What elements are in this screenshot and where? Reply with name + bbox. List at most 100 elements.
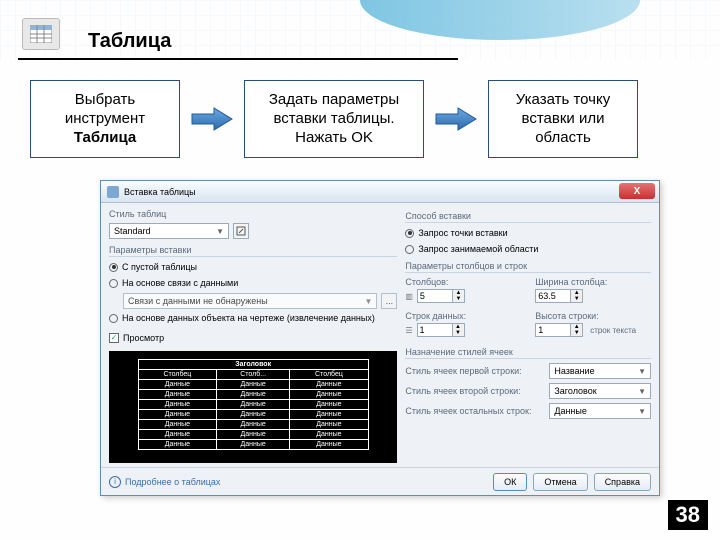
flow1-line2: инструмент (45, 110, 165, 129)
rowheight-input[interactable] (535, 323, 571, 337)
preview-col-head: Столбец (290, 369, 368, 379)
table-style-combo[interactable]: Standard ▼ (109, 223, 229, 239)
style-row1-combo[interactable]: Название ▼ (549, 363, 651, 379)
radio-extract-label: На основе данных объекта на чертеже (изв… (122, 314, 375, 324)
flow1-bold: Таблица (45, 129, 165, 148)
cancel-button[interactable]: Отмена (533, 473, 587, 491)
style-row1-value: Название (554, 366, 594, 376)
style-other-value: Данные (554, 406, 587, 416)
radio-dot-icon (109, 314, 118, 323)
flow3-line3: область (503, 129, 623, 148)
dialog-title-icon (107, 186, 119, 198)
columns-spinner[interactable]: ▲▼ (417, 289, 465, 303)
flow-step-3: Указать точку вставки или область (488, 80, 638, 158)
table-style-label: Стиль таблиц (109, 209, 397, 219)
info-icon: i (109, 476, 121, 488)
colwidth-label: Ширина столбца: (535, 277, 651, 287)
datalink-combo-value: Связи с данными не обнаружены (128, 296, 268, 306)
table-preview: Заголовок Столбец Столб... Столбец Данны… (109, 351, 397, 463)
colwidth-spinner[interactable]: ▲▼ (535, 289, 651, 303)
dialog-left-pane: Стиль таблиц Standard ▼ Параметры вставк… (109, 209, 397, 463)
page-number: 38 (668, 500, 708, 530)
help-link[interactable]: i Подробнее о таблицах (109, 476, 487, 488)
radio-empty-label: С пустой таблицы (122, 262, 197, 272)
radio-from-link[interactable]: На основе связи с данными (109, 278, 397, 288)
datalink-combo[interactable]: Связи с данными не обнаружены ▼ (123, 293, 377, 309)
preview-data-row: ДанныеДанныеДанные (138, 389, 368, 399)
radio-dot-icon (109, 263, 118, 272)
chevron-down-icon: ▼ (638, 407, 646, 416)
radio-area-label: Запрос занимаемой области (418, 244, 538, 254)
radio-point-label: Запрос точки вставки (418, 228, 507, 238)
launch-icon (236, 226, 246, 236)
style-row2-combo[interactable]: Заголовок ▼ (549, 383, 651, 399)
style-row2-label: Стиль ячеек второй строки: (405, 386, 545, 396)
table-tool-icon-box (22, 18, 60, 50)
insert-table-dialog: Вставка таблицы X Стиль таблиц Standard … (100, 180, 660, 496)
preview-data-row: ДанныеДанныеДанные (138, 429, 368, 439)
preview-data-row: ДанныеДанныеДанные (138, 439, 368, 449)
flow1-line1: Выбрать (45, 91, 165, 110)
preview-col-head: Столб... (216, 369, 289, 379)
chevron-down-icon: ▼ (216, 227, 224, 236)
table-icon (30, 25, 52, 43)
rowheight-hint: строк текста (590, 326, 636, 335)
radio-dot-icon (405, 245, 414, 254)
preview-checkbox[interactable]: Просмотр (109, 333, 397, 343)
help-button[interactable]: Справка (594, 473, 651, 491)
columns-icon: ▥ (405, 292, 413, 301)
preview-data-row: ДанныеДанныеДанные (138, 409, 368, 419)
datalink-browse-button[interactable]: ... (381, 293, 397, 309)
columns-label: Столбцов: (405, 277, 521, 287)
style-other-combo[interactable]: Данные ▼ (549, 403, 651, 419)
radio-insert-area[interactable]: Запрос занимаемой области (405, 244, 651, 254)
chevron-down-icon: ▼ (364, 297, 372, 306)
datarows-label: Строк данных: (405, 311, 521, 321)
close-button[interactable]: X (619, 183, 655, 199)
preview-data-row: ДанныеДанныеДанные (138, 399, 368, 409)
dialog-title: Вставка таблицы (124, 187, 196, 197)
radio-link-label: На основе связи с данными (122, 278, 238, 288)
close-icon: X (634, 186, 641, 197)
rowheight-spinner[interactable]: ▲▼ (535, 323, 583, 337)
flow-step-1: Выбрать инструмент Таблица (30, 80, 180, 158)
dialog-body: Стиль таблиц Standard ▼ Параметры вставк… (101, 203, 659, 467)
preview-title-cell: Заголовок (138, 359, 368, 369)
preview-table: Заголовок Столбец Столб... Столбец Данны… (138, 359, 369, 450)
dialog-footer: i Подробнее о таблицах ОК Отмена Справка (101, 467, 659, 495)
flow-arrow-2 (434, 104, 478, 134)
flow-container: Выбрать инструмент Таблица Задать параме… (30, 80, 638, 158)
help-link-label: Подробнее о таблицах (125, 477, 220, 487)
flow3-line1: Указать точку (503, 91, 623, 110)
rowheight-label: Высота строки: (535, 311, 651, 321)
flow-step-2: Задать параметры вставки таблицы. Нажать… (244, 80, 424, 158)
flow2-line1: Задать параметры (259, 91, 409, 110)
radio-extract-data[interactable]: На основе данных объекта на чертеже (изв… (109, 314, 397, 324)
preview-col-head: Столбец (138, 369, 216, 379)
radio-insert-point[interactable]: Запрос точки вставки (405, 228, 651, 238)
preview-check-label: Просмотр (123, 333, 164, 343)
radio-empty-table[interactable]: С пустой таблицы (109, 262, 397, 272)
insert-params-label: Параметры вставки (109, 245, 397, 257)
dialog-right-pane: Способ вставки Запрос точки вставки Запр… (405, 209, 651, 463)
ok-button[interactable]: ОК (493, 473, 527, 491)
colwidth-input[interactable] (535, 289, 571, 303)
chevron-down-icon: ▼ (638, 367, 646, 376)
style-launch-button[interactable] (233, 223, 249, 239)
style-other-label: Стиль ячеек остальных строк: (405, 406, 545, 416)
columns-input[interactable] (417, 289, 453, 303)
datarows-spinner[interactable]: ▲▼ (417, 323, 465, 337)
flow-arrow-1 (190, 104, 234, 134)
insert-method-label: Способ вставки (405, 211, 651, 223)
table-style-value: Standard (114, 226, 151, 236)
dialog-titlebar[interactable]: Вставка таблицы X (101, 181, 659, 203)
datarows-input[interactable] (417, 323, 453, 337)
style-row2-value: Заголовок (554, 386, 596, 396)
rows-icon: ☰ (405, 326, 412, 335)
chevron-down-icon: ▼ (638, 387, 646, 396)
preview-data-row: ДанныеДанныеДанные (138, 379, 368, 389)
checkbox-icon (109, 333, 119, 343)
style-row1-label: Стиль ячеек первой строки: (405, 366, 545, 376)
preview-header-row: Столбец Столб... Столбец (138, 369, 368, 379)
radio-dot-icon (405, 229, 414, 238)
